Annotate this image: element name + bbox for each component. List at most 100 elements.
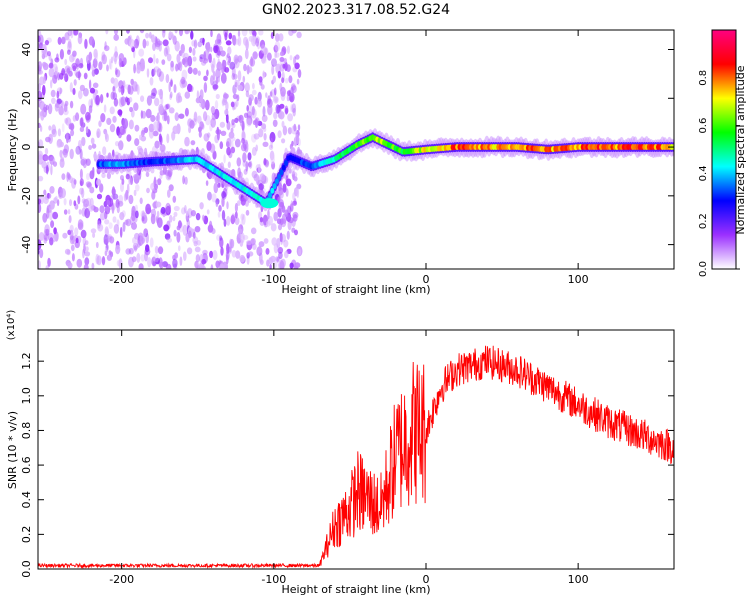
noise-cell: [38, 109, 41, 119]
noise-cell: [252, 51, 258, 60]
noise-cell: [145, 171, 150, 178]
noise-cell: [279, 51, 285, 57]
noise-cell: [133, 245, 138, 252]
noise-cell: [49, 237, 54, 246]
noise-cell: [186, 247, 193, 255]
noise-cell: [53, 233, 56, 243]
noise-cell: [159, 261, 164, 269]
noise-cell: [257, 41, 261, 50]
noise-cell: [251, 30, 256, 36]
noise-cell: [117, 109, 123, 116]
noise-cell: [282, 125, 288, 136]
noise-cell: [197, 70, 201, 76]
noise-cell: [52, 74, 58, 84]
noise-cell: [154, 140, 160, 149]
noise-cell: [230, 101, 235, 108]
noise-cell: [73, 79, 77, 86]
noise-cell: [220, 130, 227, 136]
snr-series-line: [38, 345, 674, 569]
noise-cell: [202, 214, 205, 221]
noise-cell: [44, 155, 50, 161]
noise-cell: [281, 77, 285, 84]
noise-cell: [247, 251, 254, 257]
noise-cell: [128, 38, 135, 48]
noise-cell: [157, 89, 163, 96]
noise-cell: [50, 164, 53, 176]
noise-cell: [170, 63, 175, 72]
noise-cell: [125, 96, 129, 103]
noise-cell: [45, 104, 49, 111]
noise-cell: [279, 57, 285, 62]
noise-cell: [178, 245, 181, 252]
noise-cell: [57, 72, 61, 81]
noise-cell: [132, 243, 139, 250]
noise-cell: [242, 214, 246, 225]
noise-cell: [293, 123, 297, 132]
noise-cell: [194, 260, 199, 269]
noise-cell: [270, 153, 275, 165]
noise-cell: [294, 134, 300, 145]
noise-cell: [72, 65, 77, 72]
noise-cell: [38, 69, 43, 75]
noise-cell: [180, 43, 185, 54]
noise-cell: [104, 219, 110, 225]
noise-cell: [188, 46, 192, 53]
noise-cell: [221, 196, 225, 208]
noise-cell: [115, 244, 121, 255]
noise-cell: [235, 99, 239, 107]
noise-cell: [126, 134, 132, 142]
noise-cell: [238, 224, 244, 235]
noise-cell: [139, 233, 145, 245]
snr-y-ticks: 0.0 0.2 0.4 0.6 0.8 1.0 1.2: [20, 352, 674, 578]
noise-cell: [292, 192, 296, 201]
noise-cell: [202, 249, 208, 255]
noise-cell: [230, 214, 236, 225]
noise-cell: [69, 199, 72, 207]
noise-cell: [236, 233, 242, 244]
noise-cell: [276, 257, 280, 263]
noise-cell: [153, 53, 156, 65]
noise-cell: [240, 232, 245, 244]
noise-cell: [237, 30, 241, 37]
noise-cell: [297, 124, 301, 131]
noise-cell: [282, 183, 287, 193]
noise-cell: [255, 37, 259, 47]
noise-cell: [250, 238, 255, 246]
noise-cell: [251, 146, 257, 156]
noise-cell: [120, 96, 126, 107]
noise-cell: [212, 250, 218, 260]
noise-cell: [96, 128, 101, 139]
noise-cell: [88, 145, 92, 150]
noise-cell: [207, 191, 212, 201]
ridge-core: [281, 164, 286, 171]
noise-cell: [146, 68, 150, 78]
noise-cell: [289, 262, 294, 269]
noise-cell: [173, 84, 177, 93]
snr-x-axis-label: Height of straight line (km): [281, 583, 430, 596]
noise-cell: [125, 173, 130, 180]
noise-cell: [139, 134, 142, 141]
noise-cell: [77, 195, 81, 205]
noise-cell: [151, 34, 155, 43]
ridge-core: [284, 159, 289, 166]
noise-cell: [223, 93, 229, 99]
noise-cell: [194, 226, 201, 233]
noise-cell: [143, 228, 149, 238]
noise-cell: [95, 241, 99, 249]
noise-cell: [266, 259, 270, 267]
noise-cell: [140, 130, 145, 137]
noise-cell: [58, 106, 64, 116]
noise-cell: [106, 172, 111, 180]
noise-cell: [286, 45, 290, 54]
noise-cell: [41, 44, 47, 55]
noise-cell: [221, 98, 225, 107]
noise-cell: [150, 92, 156, 99]
noise-cell: [55, 195, 58, 202]
noise-cell: [289, 55, 293, 61]
noise-cell: [235, 250, 241, 259]
noise-cell: [123, 57, 127, 66]
noise-cell: [133, 173, 139, 180]
noise-cell: [75, 237, 79, 244]
noise-cell: [260, 84, 265, 90]
noise-cell: [81, 136, 86, 147]
